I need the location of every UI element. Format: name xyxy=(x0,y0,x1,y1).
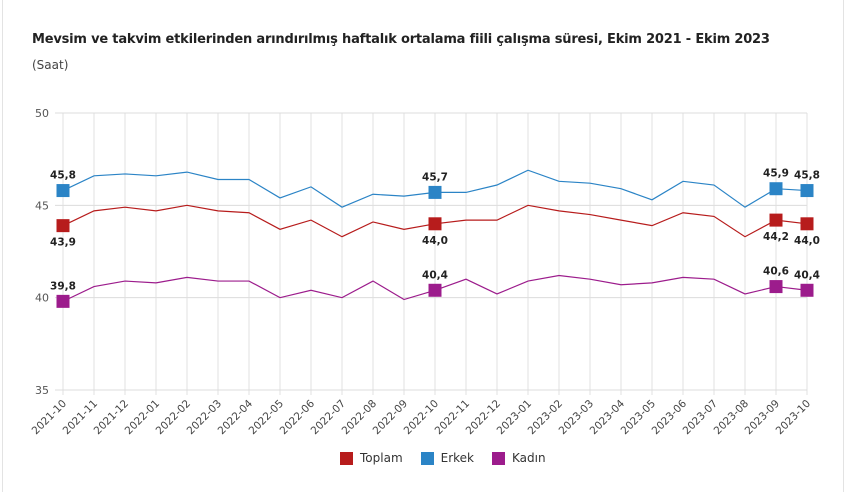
legend-label: Kadın xyxy=(512,451,546,465)
data-label: 43,9 xyxy=(50,237,76,249)
data-point-marker xyxy=(769,213,783,227)
data-point-marker xyxy=(769,280,783,294)
legend-label: Toplam xyxy=(360,451,403,465)
data-label: 40,4 xyxy=(422,269,448,281)
legend-item-kadin[interactable]: Kadın xyxy=(492,451,546,465)
legend: Toplam Erkek Kadın xyxy=(340,451,546,465)
data-point-marker xyxy=(56,294,70,308)
legend-label: Erkek xyxy=(440,451,475,465)
data-point-marker xyxy=(56,184,70,198)
data-point-marker xyxy=(56,219,70,233)
y-tick-label: 50 xyxy=(35,107,49,120)
y-tick-label: 35 xyxy=(35,384,49,397)
legend-item-toplam[interactable]: Toplam xyxy=(340,451,403,465)
y-tick-label: 40 xyxy=(35,292,49,305)
legend-swatch xyxy=(420,451,434,465)
data-label: 45,9 xyxy=(763,168,789,180)
data-point-marker xyxy=(428,217,442,231)
data-label: 45,7 xyxy=(422,171,448,183)
data-point-marker xyxy=(800,184,814,198)
y-tick-label: 45 xyxy=(35,199,49,212)
data-point-marker xyxy=(428,283,442,297)
data-point-marker xyxy=(769,182,783,196)
legend-item-erkek[interactable]: Erkek xyxy=(420,451,475,465)
legend-swatch xyxy=(492,451,506,465)
data-point-marker xyxy=(800,283,814,297)
data-label: 44,2 xyxy=(763,231,789,243)
chart-title: Mevsim ve takvim etkilerinden arındırılm… xyxy=(32,32,770,47)
data-label: 45,8 xyxy=(50,170,76,182)
data-label: 40,6 xyxy=(763,266,789,278)
data-label: 45,8 xyxy=(794,170,820,182)
chart-subtitle: (Saat) xyxy=(32,58,69,72)
data-label: 44,0 xyxy=(794,235,820,247)
data-label: 39,8 xyxy=(50,280,76,292)
data-label: 40,4 xyxy=(794,269,820,281)
data-point-marker xyxy=(800,217,814,231)
legend-swatch xyxy=(340,451,353,465)
data-point-marker xyxy=(428,185,442,199)
data-label: 44,0 xyxy=(422,235,448,247)
